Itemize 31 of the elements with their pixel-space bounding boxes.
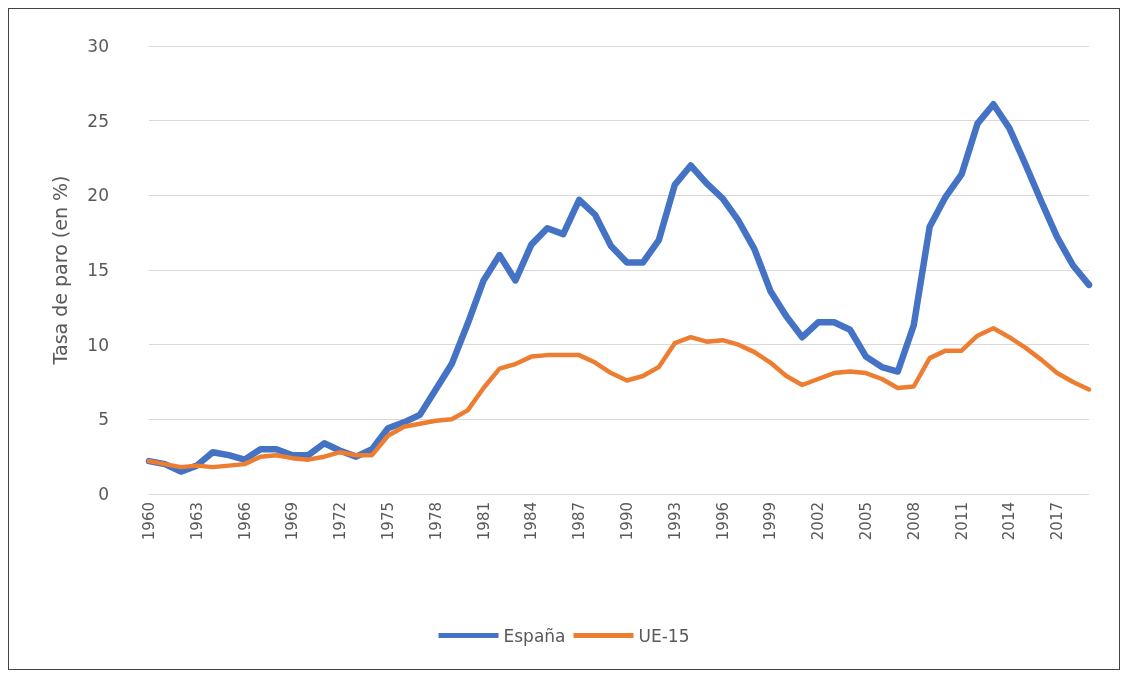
x-tick-label: 2017 — [1048, 502, 1067, 541]
x-tick-label: 1999 — [761, 502, 780, 541]
line-series — [146, 325, 1092, 470]
x-tick-label: 2005 — [856, 502, 875, 541]
y-tick-label: 5 — [98, 409, 109, 430]
legend-label: España — [503, 625, 566, 646]
x-tick-label: 1990 — [617, 502, 636, 541]
x-tick-label: 2008 — [904, 502, 923, 541]
y-tick-label: 20 — [87, 185, 109, 206]
y-tick-label: 15 — [87, 260, 109, 280]
x-tick-label: 1963 — [187, 502, 206, 541]
x-tick-label: 1987 — [570, 502, 589, 541]
x-tick-label: 1981 — [474, 502, 493, 541]
y-tick-label: 10 — [87, 334, 109, 355]
y-tick-label: 30 — [87, 36, 109, 56]
x-tick-label: 1993 — [665, 502, 684, 541]
x-tick-label: 1960 — [140, 502, 158, 541]
y-axis-title: Tasa de paro (en %) — [48, 175, 71, 366]
x-tick-label: 2002 — [809, 502, 828, 541]
x-tick-label: 2014 — [1000, 502, 1019, 541]
x-tick-label: 1969 — [283, 502, 302, 541]
x-tick-label: 1975 — [378, 502, 397, 541]
y-tick-label: 0 — [98, 484, 109, 504]
x-tick-label: 1966 — [235, 502, 254, 541]
legend-label: UE-15 — [638, 625, 690, 646]
x-tick-label: 2011 — [952, 502, 971, 541]
x-tick-label: 1984 — [522, 502, 541, 541]
x-tick-label: 1972 — [331, 502, 350, 541]
x-tick-label: 1996 — [713, 502, 732, 541]
y-tick-label: 25 — [87, 110, 109, 131]
x-tick-label: 1978 — [426, 502, 445, 541]
